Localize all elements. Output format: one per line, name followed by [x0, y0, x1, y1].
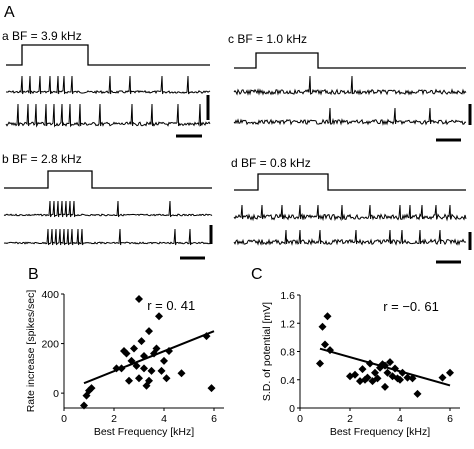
- chart-c-x-tick-label: 4: [397, 413, 403, 425]
- chart-c-data-point: [316, 359, 324, 368]
- chart-b-x-tick-label: 0: [61, 413, 67, 425]
- chart-b-data-point: [135, 374, 143, 383]
- voltage-trace-0: [6, 75, 211, 95]
- chart-c-x-tick-label: 2: [347, 413, 353, 425]
- stimulus-trace-b: [4, 170, 212, 189]
- chart-b-data-point: [140, 364, 148, 373]
- panel-c-letter: C: [251, 266, 263, 283]
- chart-c-y-axis-label: S.D. of potential [mV]: [261, 302, 273, 401]
- voltage-traces: [3, 75, 467, 246]
- chart-b-data-point: [207, 384, 216, 393]
- chart-c-data-point: [351, 370, 359, 379]
- chart-b-data-point: [122, 349, 131, 358]
- chart-c-data-point: [396, 375, 404, 384]
- chart-c-data-point: [383, 368, 392, 377]
- chart-b-data-point: [112, 364, 121, 373]
- chart-b-data-point: [87, 384, 96, 393]
- chart-b-correlation-label: r = 0. 41: [147, 298, 195, 313]
- chart-b-data-point: [157, 366, 166, 375]
- subpanel-b-label: b BF = 2.8 kHz: [2, 152, 82, 166]
- chart-c-x-tick-label: 6: [447, 413, 453, 425]
- chart-b-data-point: [160, 356, 168, 365]
- chart-c-data-point: [438, 373, 447, 382]
- chart-b-data-point: [130, 344, 138, 353]
- chart-b-data-point: [152, 344, 161, 353]
- chart-c-data-point: [408, 374, 417, 383]
- chart-c-y-tick-label: 0.4: [280, 375, 295, 387]
- chart-b-x-tick-label: 6: [211, 413, 217, 425]
- stimulus-trace-c: [234, 52, 466, 69]
- chart-c-data-point: [403, 373, 412, 382]
- chart-b-data-point: [117, 364, 126, 373]
- chart-b-y-tick-label: 200: [41, 339, 59, 351]
- chart-b-data-point: [155, 312, 163, 321]
- chart-b-data-point: [177, 369, 186, 378]
- chart-c-x-tick-label: 0: [297, 413, 303, 425]
- voltage-trace-5: [233, 107, 467, 126]
- voltage-trace-3: [3, 228, 213, 246]
- chart-c-data-point: [391, 364, 399, 373]
- chart-b-data-point: [132, 361, 141, 370]
- chart-c-y-tick-label: 1.6: [280, 290, 295, 302]
- chart-b-data-point: [80, 401, 88, 410]
- chart-c-data-point: [326, 346, 334, 355]
- chart-b-data-point: [125, 376, 133, 385]
- chart-b-data-point: [145, 376, 153, 385]
- chart-b-y-axis-label: Rate increase [spikes/sec]: [25, 290, 37, 413]
- chart-c-data-point: [371, 368, 379, 377]
- chart-c-correlation-label: r = −0. 61: [383, 299, 439, 314]
- chart-c-data-point: [413, 389, 422, 398]
- chart-c-data-point: [323, 312, 332, 321]
- chart-b-x-tick-label: 4: [161, 413, 167, 425]
- chart-c-data-point: [446, 368, 454, 377]
- panel-a-letter: A: [4, 4, 15, 21]
- voltage-trace-7: [233, 229, 467, 246]
- chart-c-data-point: [321, 340, 329, 349]
- chart-c-data-point: [373, 374, 382, 383]
- voltage-trace-1: [5, 103, 211, 128]
- chart-c-data-point: [318, 322, 327, 331]
- chart-b-data-point: [162, 374, 171, 383]
- chart-c-data-point: [381, 361, 389, 370]
- chart-b-data-point: [135, 294, 143, 303]
- voltage-trace-4: [233, 75, 467, 96]
- chart-b-data-point: [202, 332, 211, 341]
- chart-b-data-point: [165, 347, 173, 355]
- chart-b-x-axis-label: Best Frequency [kHz]: [94, 426, 194, 438]
- chart-b-data-point: [140, 351, 148, 360]
- stimulus-trace-d: [234, 173, 466, 191]
- panel-b-letter: B: [28, 266, 39, 283]
- chart-c-data-point: [381, 382, 389, 391]
- chart-c-data-point: [358, 365, 367, 374]
- subpanel-d-label: d BF = 0.8 kHz: [231, 156, 311, 170]
- chart-c-data-point: [386, 358, 394, 367]
- chart-c-data-point: [366, 359, 374, 368]
- chart-b-data-point: [137, 337, 146, 346]
- chart-b-data-point: [147, 366, 156, 375]
- chart-c-y-tick-label: 1.2: [280, 318, 295, 330]
- chart-b-y-tick-label: 0: [53, 388, 59, 400]
- subpanel-c-label: c BF = 1.0 kHz: [228, 32, 307, 46]
- voltage-trace-6: [233, 204, 467, 222]
- chart-b-x-tick-label: 2: [111, 413, 117, 425]
- chart-b-data-point: [145, 327, 153, 336]
- subpanel-a-label: a BF = 3.9 kHz: [2, 29, 82, 43]
- chart-b-y-tick-label: 400: [41, 289, 59, 301]
- voltage-trace-2: [3, 200, 213, 218]
- chart-c-data-point: [398, 368, 407, 377]
- chart-c-x-axis-label: Best Frequency [kHz]: [330, 426, 430, 438]
- scatter-chart-b: 0 2 4 6 0 200 400 Best Frequency [kHz] Rate incr…: [25, 289, 224, 438]
- scatter-chart-c: 0 2 4 6 0 0.4 0.8 1.2 1.6 Best Frequency [kHz] S.D…: [261, 290, 460, 438]
- chart-c-y-tick-label: 0: [289, 403, 295, 415]
- chart-b-data-point: [127, 356, 136, 365]
- chart-c-data-point: [363, 373, 372, 382]
- chart-b-regression-line: [83, 330, 215, 385]
- chart-c-y-tick-label: 0.8: [280, 347, 295, 359]
- stimulus-trace-a: [6, 44, 210, 66]
